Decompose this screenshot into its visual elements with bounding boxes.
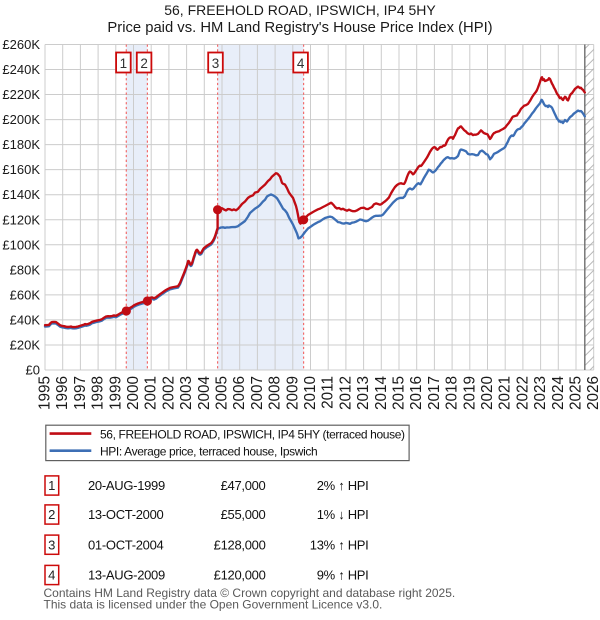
svg-text:13% ↑ HPI: 13% ↑ HPI [310,537,369,552]
svg-text:2003: 2003 [178,376,195,410]
svg-text:13-AUG-2009: 13-AUG-2009 [88,568,165,583]
svg-text:2022: 2022 [514,376,531,410]
svg-text:2001: 2001 [143,376,160,410]
svg-text:£180K: £180K [2,137,40,152]
svg-text:4: 4 [48,568,55,583]
svg-text:1995: 1995 [37,376,54,410]
svg-text:2019: 2019 [461,376,478,410]
svg-text:3: 3 [48,537,55,552]
svg-text:£120K: £120K [2,212,40,227]
svg-text:2005: 2005 [214,376,231,410]
svg-text:£160K: £160K [2,162,40,177]
svg-text:2023: 2023 [532,376,549,410]
svg-text:20-AUG-1999: 20-AUG-1999 [88,478,165,493]
svg-text:Contains HM Land Registry data: Contains HM Land Registry data © Crown c… [44,586,456,600]
svg-text:£128,000: £128,000 [214,537,266,552]
svg-text:2000: 2000 [125,376,142,410]
svg-text:1: 1 [48,478,55,493]
svg-text:£220K: £220K [2,87,40,102]
svg-text:2004: 2004 [196,376,213,411]
svg-text:Price paid vs. HM Land Registr: Price paid vs. HM Land Registry's House … [107,20,492,36]
svg-text:HPI: Average price, terraced h: HPI: Average price, terraced house, Ipsw… [100,444,317,458]
svg-text:2026: 2026 [585,376,600,410]
svg-text:2015: 2015 [391,376,408,410]
svg-text:2021: 2021 [497,376,514,410]
svg-text:2024: 2024 [550,376,567,411]
svg-text:£60K: £60K [10,287,41,302]
svg-text:£100K: £100K [2,237,40,252]
svg-text:2013: 2013 [355,376,372,410]
svg-text:9% ↑ HPI: 9% ↑ HPI [317,568,369,583]
svg-text:2006: 2006 [231,376,248,410]
svg-text:1999: 1999 [107,376,124,410]
svg-text:2017: 2017 [426,376,443,410]
svg-text:£120,000: £120,000 [214,568,266,583]
svg-text:£20K: £20K [10,338,41,353]
svg-text:2002: 2002 [160,376,177,410]
svg-text:1% ↓ HPI: 1% ↓ HPI [317,507,369,522]
svg-text:£0: £0 [26,363,40,378]
svg-text:3: 3 [212,56,220,71]
svg-text:2012: 2012 [337,376,354,410]
svg-text:2020: 2020 [479,376,496,410]
svg-text:01-OCT-2004: 01-OCT-2004 [88,537,164,552]
svg-text:1997: 1997 [72,376,89,410]
svg-text:2: 2 [48,507,55,522]
svg-text:£200K: £200K [2,112,40,127]
svg-text:£240K: £240K [2,62,40,77]
svg-text:This data is licensed under th: This data is licensed under the Open Gov… [44,598,383,612]
svg-text:1996: 1996 [54,376,71,410]
svg-text:£55,000: £55,000 [221,507,266,522]
svg-text:2009: 2009 [284,376,301,410]
svg-text:56, FREEHOLD ROAD, IPSWICH, IP: 56, FREEHOLD ROAD, IPSWICH, IP4 5HY [164,2,436,18]
svg-text:£80K: £80K [10,262,41,277]
svg-text:2016: 2016 [408,376,425,410]
svg-text:2025: 2025 [568,376,585,410]
svg-text:£140K: £140K [2,187,40,202]
svg-text:£40K: £40K [10,312,41,327]
svg-text:4: 4 [297,56,305,71]
svg-text:56, FREEHOLD ROAD, IPSWICH, IP: 56, FREEHOLD ROAD, IPSWICH, IP4 5HY (ter… [100,428,405,442]
svg-text:2: 2 [140,56,148,71]
svg-text:13-OCT-2000: 13-OCT-2000 [88,507,164,522]
svg-text:£47,000: £47,000 [221,478,266,493]
svg-text:2018: 2018 [444,376,461,410]
svg-text:£260K: £260K [2,37,40,52]
svg-text:2014: 2014 [373,376,390,411]
svg-text:2% ↑ HPI: 2% ↑ HPI [317,478,369,493]
svg-text:2010: 2010 [302,376,319,410]
svg-text:1: 1 [120,56,128,71]
svg-text:2008: 2008 [267,376,284,410]
svg-text:1998: 1998 [90,376,107,410]
svg-text:2007: 2007 [249,376,266,410]
svg-text:2011: 2011 [320,376,337,409]
